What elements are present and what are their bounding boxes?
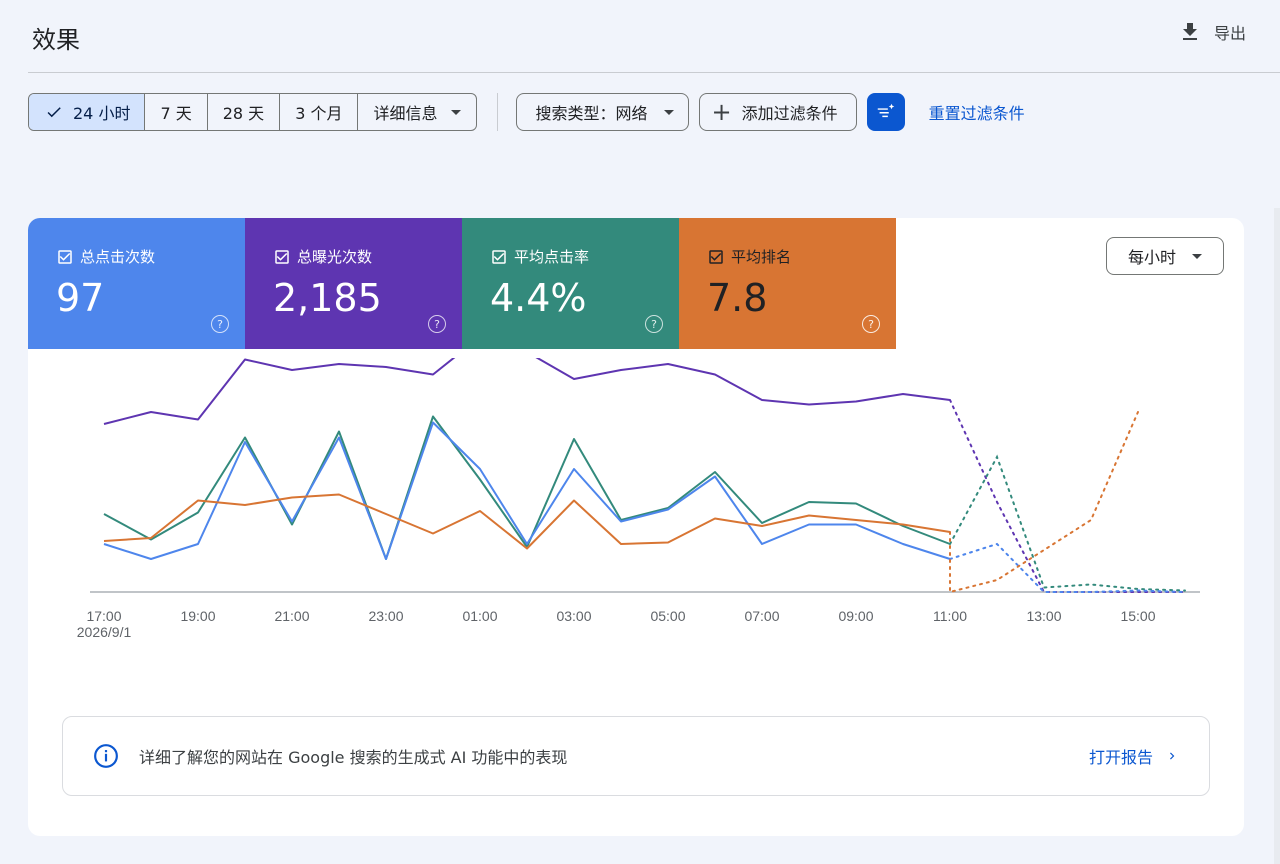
x-tick-label: 01:00 xyxy=(462,608,497,624)
add-filter-label: 添加过滤条件 xyxy=(741,104,838,123)
series-line-1[interactable] xyxy=(103,415,951,560)
metric-value: 97 xyxy=(56,276,105,320)
series-partial-line-0[interactable] xyxy=(949,399,1186,593)
metric-total-clicks[interactable]: 总点击次数 97 ? xyxy=(28,218,245,349)
help-icon[interactable]: ? xyxy=(862,315,880,333)
series-partial-line-2[interactable] xyxy=(949,542,1186,593)
series-partial-line-3[interactable] xyxy=(949,411,1139,594)
check-icon xyxy=(47,107,61,118)
help-icon[interactable]: ? xyxy=(211,315,229,333)
metric-value: 7.8 xyxy=(707,276,768,320)
plus-icon: + xyxy=(711,98,732,126)
search-type-dropdown[interactable]: 搜索类型：网络 xyxy=(516,93,689,131)
details-dropdown[interactable]: 详细信息 xyxy=(357,94,476,130)
download-icon xyxy=(1182,23,1197,40)
caret-down-icon xyxy=(1192,253,1202,259)
performance-card: 总点击次数 97 ? 总曝光次数 2,185 ? 平均点击率 4.4% ? 平均… xyxy=(28,218,1244,836)
export-label: 导出 xyxy=(1213,24,1246,43)
caret-down-icon xyxy=(451,109,462,115)
metric-label: 平均点击率 xyxy=(490,246,589,267)
chevron-right-icon xyxy=(1170,752,1175,760)
export-button[interactable]: 导出 xyxy=(1178,20,1246,44)
metric-average-position[interactable]: 平均排名 7.8 ? xyxy=(679,218,896,349)
toolbar-separator xyxy=(497,93,499,131)
series-line-3[interactable] xyxy=(103,493,951,550)
filter-toolbar: 24 小时 7 天 28 天 3 个月 详细信息 搜索类型：网络 + 添加过滤条… xyxy=(28,93,1025,131)
metric-average-ctr[interactable]: 平均点击率 4.4% ? xyxy=(462,218,679,349)
x-tick-label: 21:00 xyxy=(274,608,309,624)
x-tick-label: 09:00 xyxy=(838,608,873,624)
caret-down-icon xyxy=(663,109,674,115)
info-icon xyxy=(94,744,118,768)
metric-label: 总点击次数 xyxy=(56,246,155,267)
banner-text: 详细了解您的网站在 Google 搜索的生成式 AI 功能中的表现 xyxy=(139,748,568,767)
checkbox-checked-icon[interactable] xyxy=(273,248,291,266)
metric-label-text: 总点击次数 xyxy=(80,248,156,266)
date-range-selector: 24 小时 7 天 28 天 3 个月 详细信息 xyxy=(28,93,478,131)
x-tick-label: 05:00 xyxy=(650,608,685,624)
series-line-2[interactable] xyxy=(103,421,951,560)
interval-dropdown[interactable]: 每小时 xyxy=(1106,237,1224,275)
search-type-label: 搜索类型：网络 xyxy=(535,104,648,123)
page-title: 效果 xyxy=(32,26,80,54)
date-range-24h[interactable]: 24 小时 xyxy=(29,94,145,130)
metric-label: 平均排名 xyxy=(707,246,791,267)
checkbox-checked-icon[interactable] xyxy=(707,248,725,266)
scrollbar-track[interactable] xyxy=(1274,208,1280,864)
add-filter-button[interactable]: + 添加过滤条件 xyxy=(698,93,857,131)
metric-value: 2,185 xyxy=(273,276,382,320)
x-tick-label: 13:00 xyxy=(1026,608,1061,624)
date-range-label: 24 小时 xyxy=(73,104,131,123)
details-label: 详细信息 xyxy=(373,104,438,123)
metric-label: 总曝光次数 xyxy=(273,246,372,267)
smart-filter-button[interactable] xyxy=(866,93,905,131)
x-tick-label: 19:00 xyxy=(180,608,215,624)
checkbox-checked-icon[interactable] xyxy=(56,248,74,266)
date-range-label: 7 天 xyxy=(160,104,192,123)
date-range-label: 28 天 xyxy=(222,104,265,123)
metric-label-text: 总曝光次数 xyxy=(297,248,373,266)
header-divider xyxy=(28,72,1280,73)
performance-line-chart[interactable]: 17:00 19:00 21:00 23:00 01:00 03:00 05:00 07:00… xyxy=(28,358,1244,658)
help-icon[interactable]: ? xyxy=(645,315,663,333)
x-tick-label: 23:00 xyxy=(368,608,403,624)
open-report-link[interactable]: 打开报告 xyxy=(1089,744,1179,768)
x-tick-label: 15:00 xyxy=(1120,608,1155,624)
open-report-label: 打开报告 xyxy=(1088,748,1153,767)
date-range-7d[interactable]: 7 天 xyxy=(144,94,206,130)
help-icon[interactable]: ? xyxy=(428,315,446,333)
series-line-0[interactable] xyxy=(103,358,951,425)
metric-total-impressions[interactable]: 总曝光次数 2,185 ? xyxy=(245,218,462,349)
date-range-28d[interactable]: 28 天 xyxy=(206,94,279,130)
metric-label-text: 平均排名 xyxy=(731,248,792,266)
ai-features-banner: 详细了解您的网站在 Google 搜索的生成式 AI 功能中的表现 打开报告 xyxy=(62,716,1210,796)
x-tick-label: 17:00 xyxy=(86,608,121,624)
interval-value: 每小时 xyxy=(1127,248,1176,267)
x-tick-label: 07:00 xyxy=(744,608,779,624)
metric-value: 4.4% xyxy=(490,276,587,320)
checkbox-checked-icon[interactable] xyxy=(490,248,508,266)
reset-filters-link[interactable]: 重置过滤条件 xyxy=(928,104,1025,123)
header: 效果 导出 xyxy=(0,0,1280,72)
filter-sparkle-icon xyxy=(877,103,894,118)
x-tick-label: 11:00 xyxy=(933,608,967,624)
metric-label-text: 平均点击率 xyxy=(514,248,590,266)
x-date-label: 2026/9/1 xyxy=(77,624,132,640)
series-partial-line-1[interactable] xyxy=(949,454,1186,592)
date-range-3m[interactable]: 3 个月 xyxy=(279,94,357,130)
date-range-label: 3 个月 xyxy=(295,104,343,123)
x-tick-label: 03:00 xyxy=(556,608,591,624)
